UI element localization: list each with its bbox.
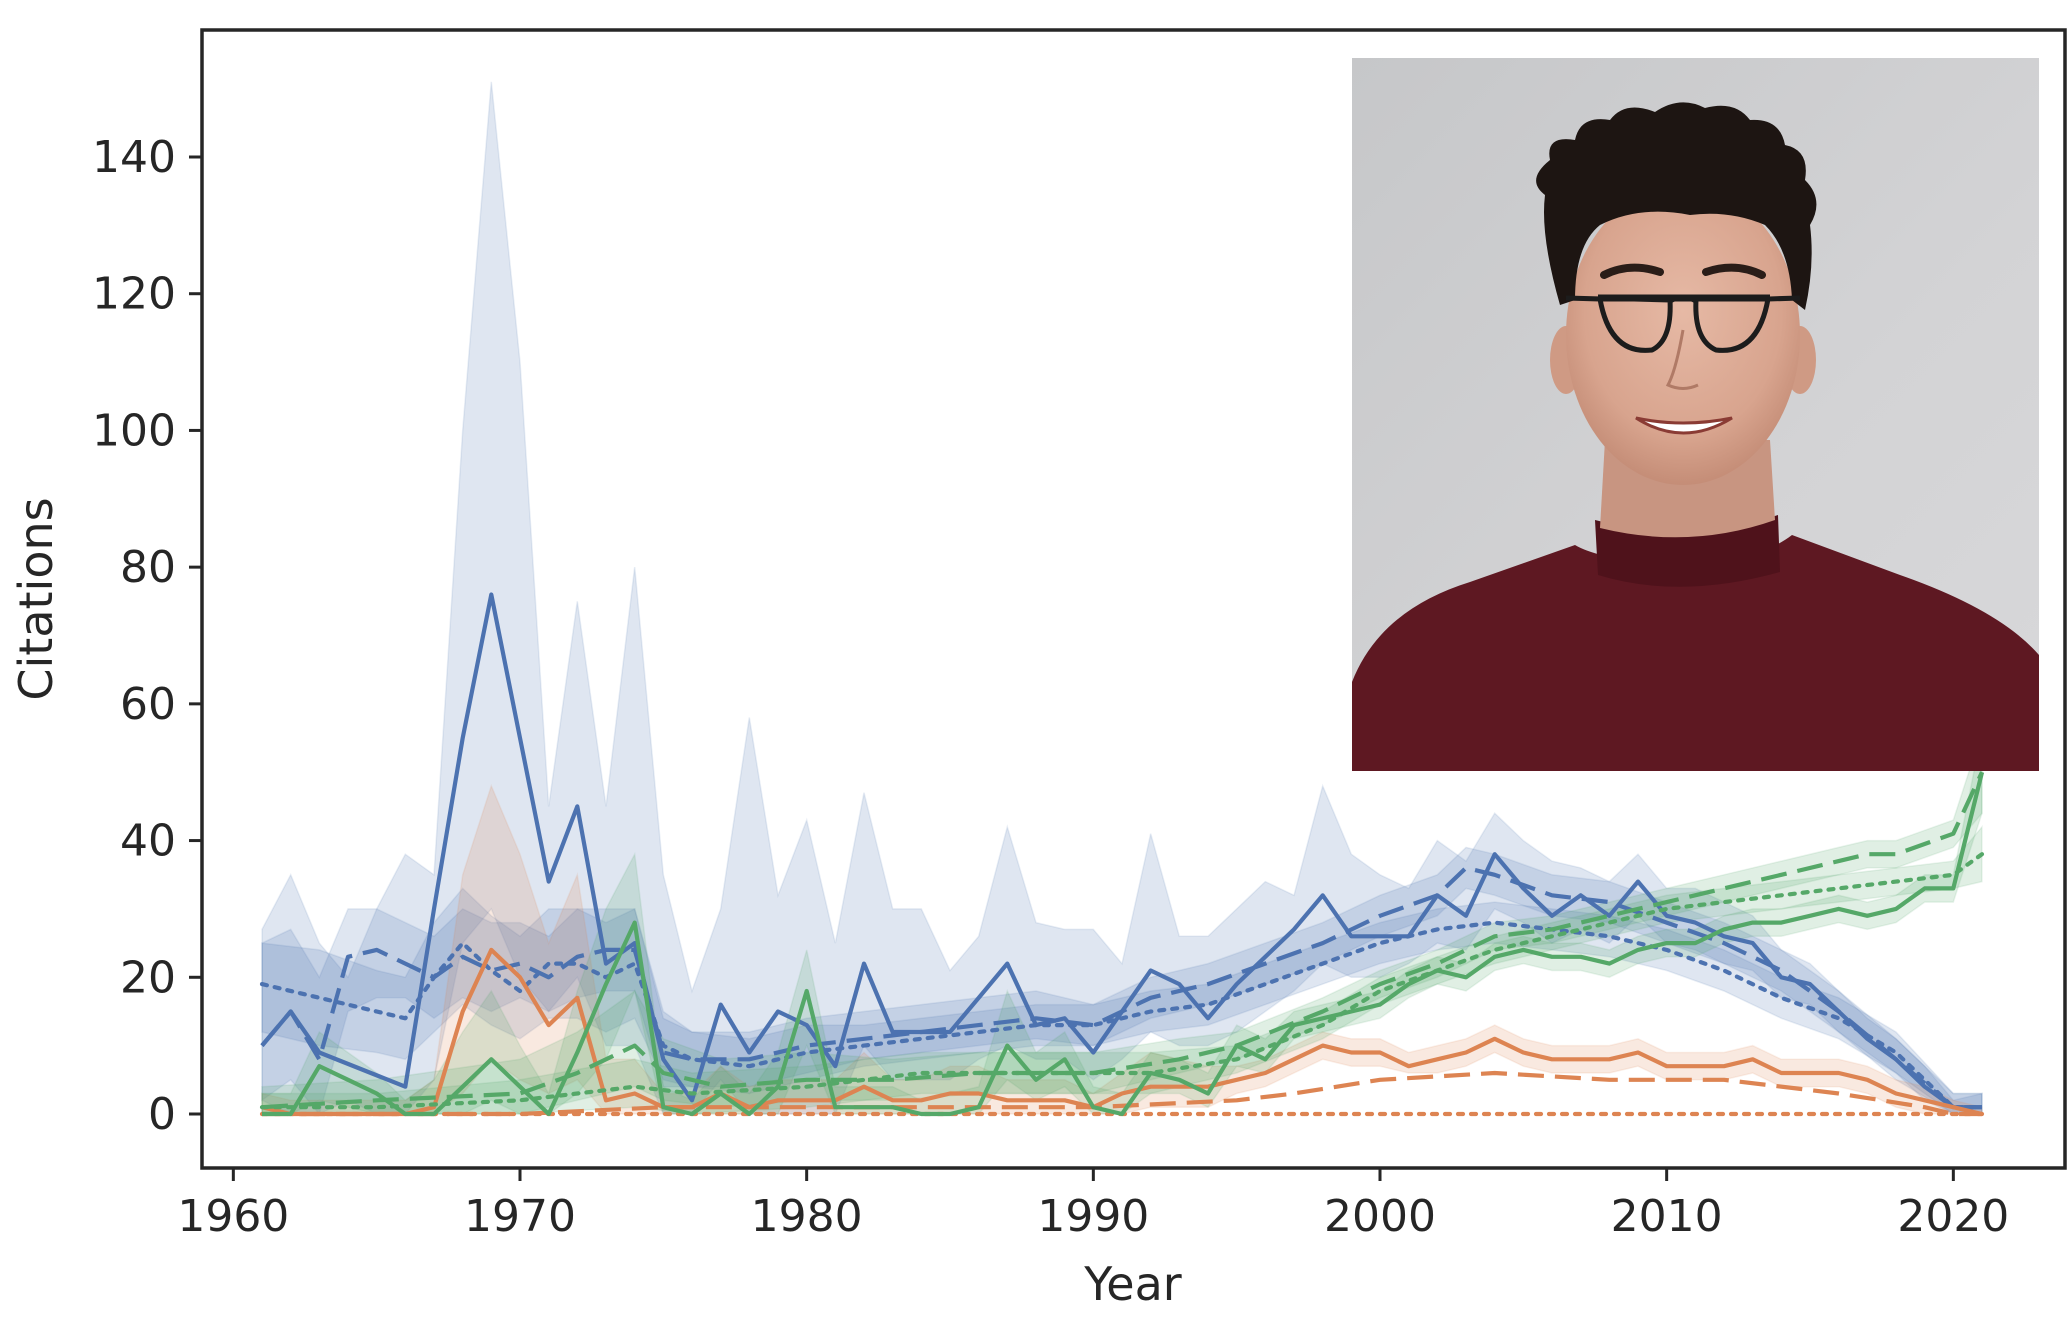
photo-nose: [1665, 329, 1699, 390]
series-line-green-dashed: [261, 771, 1984, 1110]
y-tick-label: 60: [120, 679, 176, 730]
y-axis-title: Citations: [9, 497, 63, 700]
photo-hair: [1536, 102, 1817, 310]
photo-glasses: [1565, 294, 1801, 353]
y-tick-label: 120: [92, 269, 176, 320]
series-line-blue-dotted: [259, 920, 1985, 1110]
x-tick-label: 1980: [751, 1191, 863, 1242]
photo-smile: [1635, 416, 1733, 435]
x-tick-label: 2020: [1897, 1191, 2009, 1242]
series-lines: [259, 592, 1985, 1117]
photo-sweater: [1352, 535, 2039, 771]
y-tick-label: 20: [120, 952, 176, 1003]
band-green-dotted: [261, 824, 1983, 1115]
series-line-green-solid: [262, 771, 1985, 1117]
series-line-green-dotted: [259, 852, 1985, 1110]
x-axis: 1960 1970 1980 1990 2000 2010 2020: [177, 1168, 2009, 1242]
x-tick-label: 2010: [1611, 1191, 1723, 1242]
photo-brows: [1600, 263, 1766, 279]
x-axis-title: Year: [1083, 1257, 1181, 1311]
y-tick-label: 100: [92, 405, 176, 456]
x-tick-label: 1960: [177, 1191, 289, 1242]
band-green-solid: [261, 731, 1983, 1115]
y-tick-label: 0: [148, 1089, 176, 1140]
x-tick-label: 2000: [1324, 1191, 1436, 1242]
plot-frame: [200, 28, 2067, 1170]
series-line-orange-dashed: [262, 1070, 1982, 1117]
series-line-blue-dashed: [260, 865, 1982, 1110]
x-tick-label: 1970: [464, 1191, 576, 1242]
y-axis: 0 20 40 60 80 100 120 140: [92, 132, 202, 1140]
y-tick-label: 80: [120, 542, 176, 593]
y-tick-label: 140: [92, 132, 176, 183]
portrait-photo: [1352, 58, 2039, 771]
series-line-blue-solid: [260, 592, 1982, 1110]
y-tick-label: 40: [120, 816, 176, 867]
x-tick-label: 1990: [1037, 1191, 1149, 1242]
